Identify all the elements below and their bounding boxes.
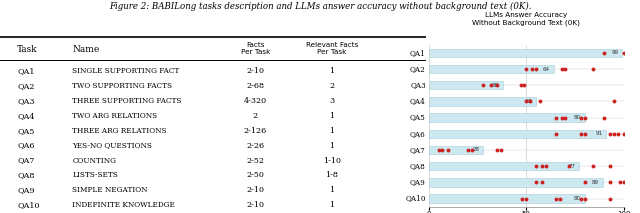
Text: 89: 89 (591, 180, 598, 185)
Text: QA10: QA10 (405, 194, 426, 203)
Text: 91: 91 (596, 131, 602, 136)
Text: Task: Task (17, 45, 38, 53)
Bar (429, 65, 554, 73)
Bar (429, 146, 483, 154)
Text: SIMPLE NEGATION: SIMPLE NEGATION (72, 186, 148, 194)
Text: 55: 55 (525, 99, 532, 104)
Text: 64: 64 (543, 66, 550, 72)
Bar (429, 194, 585, 203)
Text: QA6: QA6 (410, 130, 426, 138)
Text: 2-68: 2-68 (246, 82, 264, 90)
Text: TWO ARG RELATIONS: TWO ARG RELATIONS (72, 112, 157, 120)
Text: QA8: QA8 (17, 171, 35, 180)
Text: 2-10: 2-10 (246, 186, 264, 194)
Text: Facts
Per Task: Facts Per Task (241, 42, 270, 55)
Text: 2-10: 2-10 (246, 67, 264, 75)
Text: 80: 80 (574, 115, 581, 120)
Text: QA3: QA3 (17, 97, 35, 105)
Text: 2: 2 (330, 82, 335, 90)
Text: 80: 80 (574, 196, 581, 201)
Bar (429, 178, 602, 187)
Text: LLMs Answer Accuracy
Without Background Text (0K): LLMs Answer Accuracy Without Background … (472, 12, 580, 26)
Text: QA8: QA8 (410, 162, 426, 170)
Text: Figure 2: BABILong tasks description and LLMs answer accuracy without background: Figure 2: BABILong tasks description and… (109, 2, 531, 11)
Text: QA5: QA5 (410, 114, 426, 122)
Text: 2-26: 2-26 (246, 142, 264, 150)
Text: 1: 1 (330, 186, 335, 194)
Text: 2: 2 (253, 112, 258, 120)
Text: 1: 1 (330, 127, 335, 135)
Text: 28: 28 (472, 147, 479, 153)
Text: YES-NO QUESTIONS: YES-NO QUESTIONS (72, 142, 152, 150)
Text: 2-126: 2-126 (244, 127, 267, 135)
Text: 2-50: 2-50 (246, 171, 264, 180)
Text: QA10: QA10 (17, 201, 40, 209)
Text: 1-8: 1-8 (326, 171, 339, 180)
Text: QA7: QA7 (410, 146, 426, 154)
Text: QA1: QA1 (17, 67, 35, 75)
Text: QA3: QA3 (410, 81, 426, 89)
Text: INDEFINITE KNOWLEDGE: INDEFINITE KNOWLEDGE (72, 201, 175, 209)
Text: 3: 3 (330, 97, 335, 105)
Text: QA6: QA6 (17, 142, 35, 150)
Text: QA7: QA7 (17, 157, 35, 165)
Text: QA4: QA4 (17, 112, 35, 120)
Bar (429, 97, 536, 106)
Text: QA9: QA9 (410, 178, 426, 186)
Text: 1: 1 (330, 201, 335, 209)
Text: 2-52: 2-52 (246, 157, 264, 165)
Text: QA9: QA9 (17, 186, 35, 194)
Bar (429, 162, 579, 170)
Text: THREE ARG RELATIONS: THREE ARG RELATIONS (72, 127, 167, 135)
Text: TWO SUPPORTING FACTS: TWO SUPPORTING FACTS (72, 82, 172, 90)
Text: QA2: QA2 (410, 65, 426, 73)
Text: QA1: QA1 (410, 49, 426, 57)
Text: 77: 77 (568, 164, 575, 169)
Text: 1: 1 (330, 67, 335, 75)
Text: 1: 1 (330, 112, 335, 120)
Text: THREE SUPPORTING FACTS: THREE SUPPORTING FACTS (72, 97, 182, 105)
Bar (429, 113, 585, 122)
Text: COUNTING: COUNTING (72, 157, 116, 165)
Bar (429, 130, 607, 138)
Text: Relevant Facts
Per Task: Relevant Facts Per Task (306, 42, 358, 55)
Text: QA4: QA4 (410, 97, 426, 105)
Bar (429, 49, 622, 57)
Text: 4-320: 4-320 (244, 97, 267, 105)
Text: 1: 1 (330, 142, 335, 150)
Text: LISTS-SETS: LISTS-SETS (72, 171, 118, 180)
Text: QA5: QA5 (17, 127, 35, 135)
Text: SINGLE SUPPORTING FACT: SINGLE SUPPORTING FACT (72, 67, 180, 75)
Text: 99: 99 (611, 50, 618, 55)
Text: 2-10: 2-10 (246, 201, 264, 209)
Text: Name: Name (72, 45, 100, 53)
Text: QA2: QA2 (17, 82, 35, 90)
Bar (429, 81, 503, 89)
Text: 38: 38 (492, 83, 499, 88)
Text: 1-10: 1-10 (323, 157, 341, 165)
